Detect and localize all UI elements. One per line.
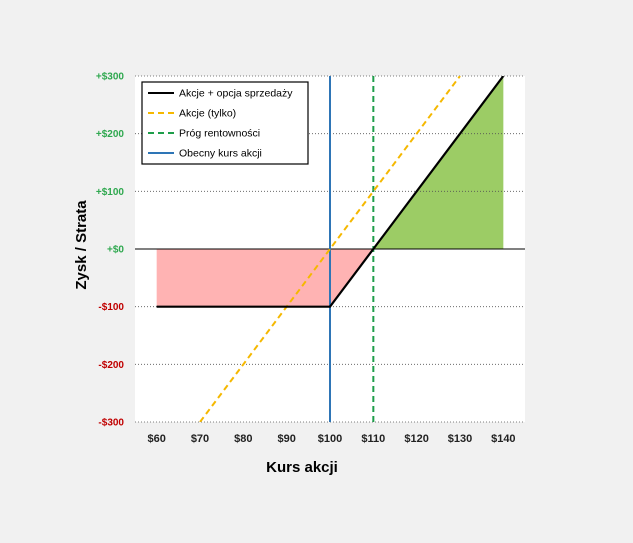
x-tick-label: $80 — [234, 433, 252, 445]
y-tick-label: +$300 — [96, 72, 125, 83]
y-axis-title: Zysk / Strata — [73, 200, 90, 290]
legend-label: Próg rentowności — [179, 128, 260, 140]
legend-box — [141, 81, 309, 165]
y-tick-label: -$100 — [98, 302, 124, 313]
y-tick-label: -$200 — [98, 360, 124, 371]
x-tick-label: $140 — [491, 433, 515, 445]
legend-label: Obecny kurs akcji — [179, 148, 262, 160]
x-tick-label: $120 — [404, 433, 428, 445]
x-tick-label: $100 — [318, 433, 342, 445]
series-line — [199, 76, 461, 422]
legend-label: Akcje (tylko) — [179, 108, 236, 120]
y-tick-label: +$0 — [107, 245, 124, 256]
y-tick-label: -$300 — [98, 418, 124, 429]
loss-region — [156, 249, 374, 307]
x-tick-label: $130 — [448, 433, 472, 445]
x-tick-label: $60 — [147, 433, 165, 445]
legend-label: Akcje + opcja sprzedaży — [179, 88, 293, 100]
x-axis-title: Kurs akcji — [266, 459, 338, 476]
x-tick-label: $70 — [191, 433, 209, 445]
y-tick-label: +$100 — [96, 187, 125, 198]
x-tick-label: $90 — [277, 433, 295, 445]
x-tick-label: $110 — [361, 433, 385, 445]
y-tick-label: +$200 — [96, 129, 125, 140]
series-line — [156, 76, 505, 308]
legend: Akcje + opcja sprzedaży Akcje (tylko) Próg… — [141, 81, 309, 165]
